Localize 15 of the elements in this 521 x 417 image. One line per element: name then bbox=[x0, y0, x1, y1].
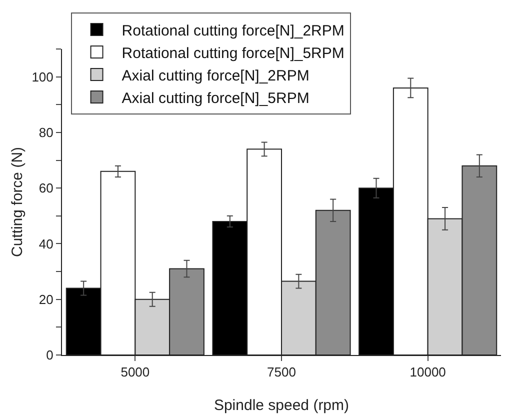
x-tick-label: 10000 bbox=[410, 364, 446, 380]
y-axis-title: Cutting force (N) bbox=[9, 146, 26, 258]
x-axis-title: Spindle speed (rpm) bbox=[214, 397, 350, 414]
y-tick-label: 20 bbox=[38, 292, 54, 307]
y-tick-label: 100 bbox=[32, 69, 54, 84]
x-tick-label: 7500 bbox=[267, 364, 296, 380]
legend-label: Rotational cutting force[N]_5RPM bbox=[122, 44, 344, 62]
x-tick-label: 5000 bbox=[120, 364, 150, 380]
legend-label: Axial cutting force[N]_5RPM bbox=[122, 90, 310, 107]
y-tick-label: 0 bbox=[46, 348, 54, 363]
legend-label: Rotational cutting force[N]_2RPM bbox=[122, 22, 344, 40]
legend-label: Axial cutting force[N]_2RPM bbox=[122, 67, 310, 84]
y-tick-label: 80 bbox=[38, 125, 54, 140]
y-tick-label: 60 bbox=[38, 180, 54, 196]
y-tick-label: 40 bbox=[38, 236, 54, 252]
